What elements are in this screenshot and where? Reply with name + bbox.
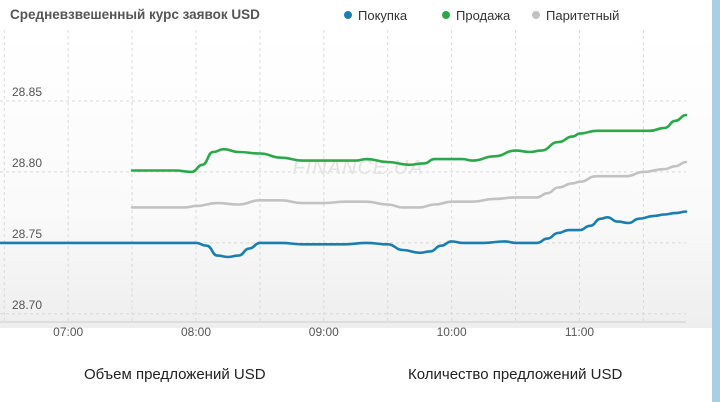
series-line-0 xyxy=(0,210,688,259)
plot-background xyxy=(0,30,712,328)
legend-label: Продажа xyxy=(456,8,511,23)
x-tick-label: 08:00 xyxy=(181,325,211,339)
legend-label: Паритетный xyxy=(546,8,619,23)
x-tick-label: 10:00 xyxy=(437,325,467,339)
y-axis-ticks: 28.70 28.75 28.80 28.85 xyxy=(12,85,42,312)
x-tick-label: 07:00 xyxy=(53,325,83,339)
legend-marker xyxy=(532,11,540,19)
x-tick-label: 09:00 xyxy=(309,325,339,339)
y-tick-label: 28.85 xyxy=(12,85,42,99)
y-tick-label: 28.75 xyxy=(12,227,42,241)
series-line-2 xyxy=(130,160,688,209)
supply-volume-label: Объем предложений USD xyxy=(84,366,266,383)
chart-container: FINANCE.UA 28.70 28.75 28.80 28.85 07:00 08:… xyxy=(0,7,712,339)
supply-count-label: Количество предложений USD xyxy=(408,366,623,383)
series-line-1 xyxy=(130,113,688,174)
chart-title: Средневзвешенный курс заявок USD xyxy=(10,7,260,22)
legend: Покупка Продажа Паритетный xyxy=(344,8,619,23)
series-group xyxy=(0,113,688,259)
legend-marker xyxy=(442,11,450,19)
legend-label: Покупка xyxy=(358,8,408,23)
x-tick-label: 11:00 xyxy=(565,325,594,339)
x-axis-ticks: 07:00 08:00 09:00 10:00 11:00 xyxy=(0,321,686,339)
y-tick-label: 28.80 xyxy=(12,156,42,170)
legend-marker xyxy=(344,11,352,19)
y-tick-label: 28.70 xyxy=(12,298,42,312)
